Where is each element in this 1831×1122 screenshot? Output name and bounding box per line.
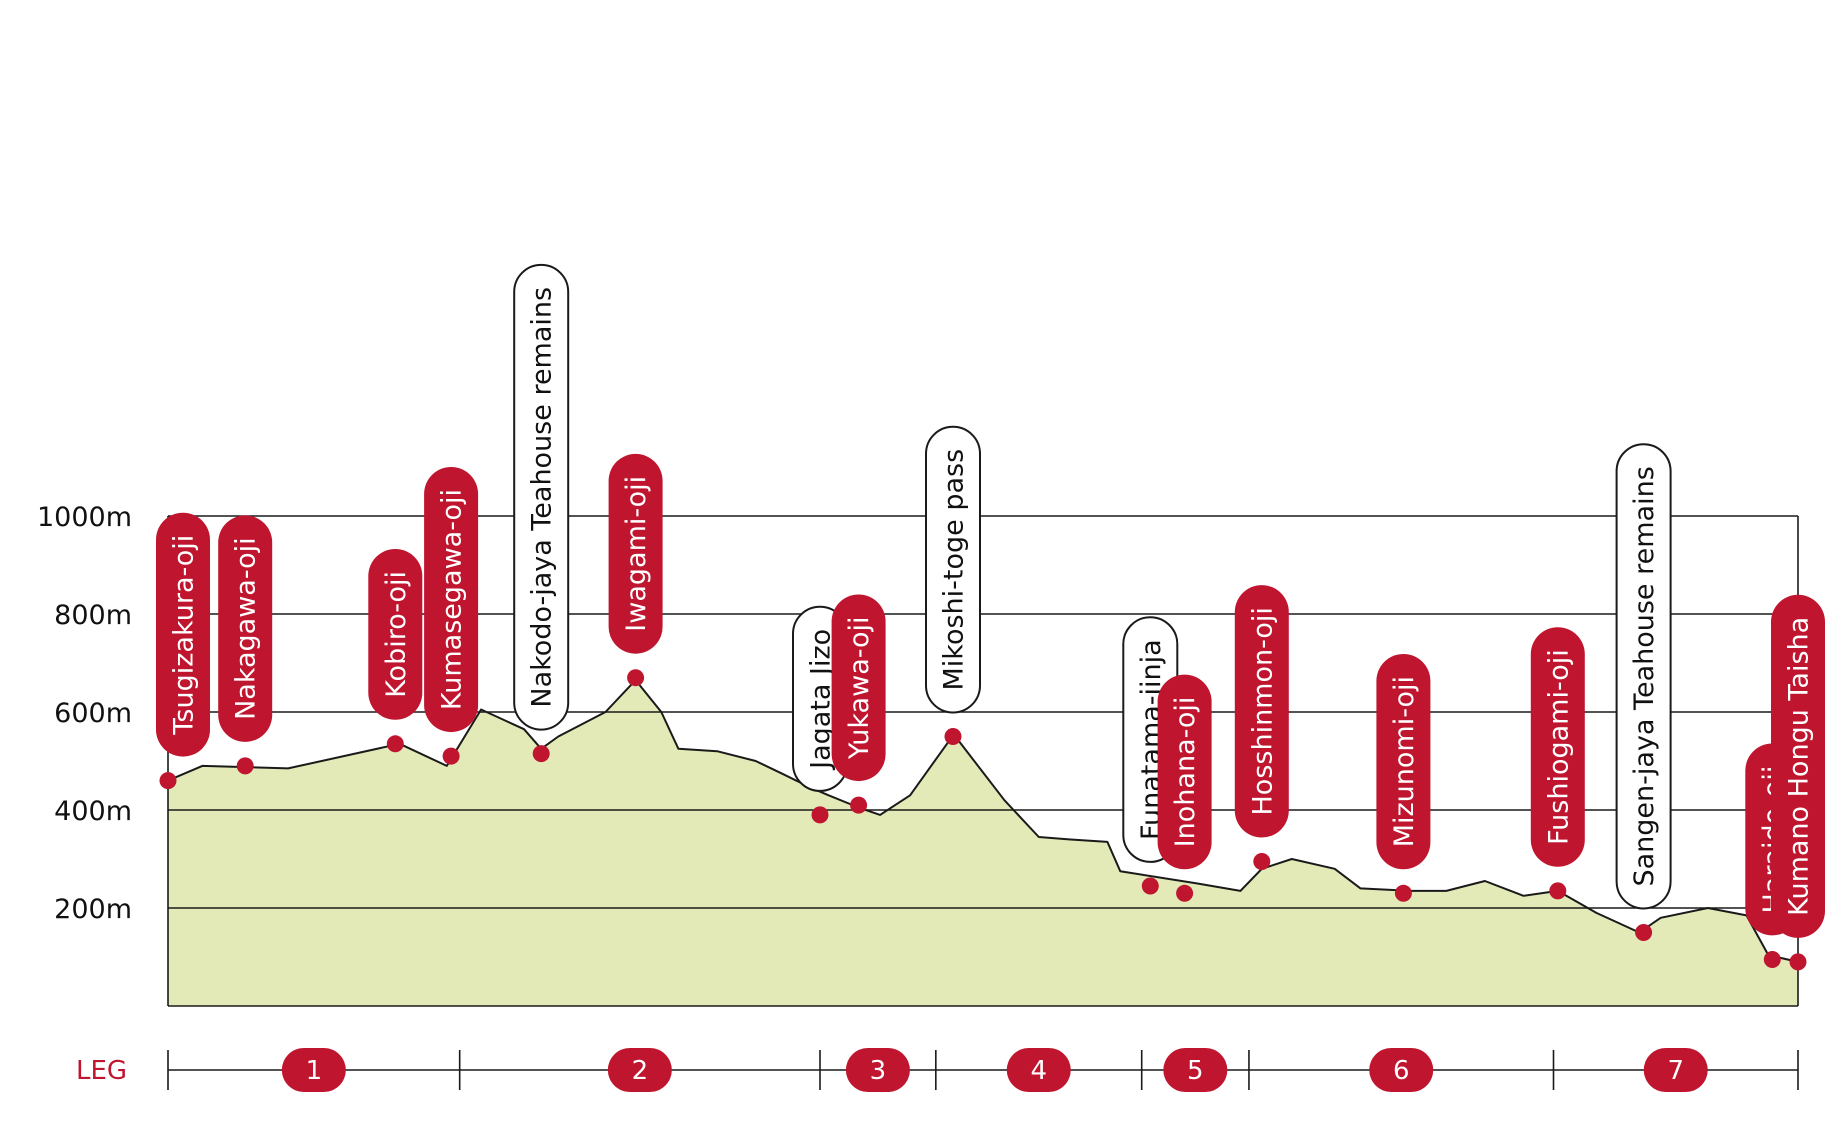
leg-6: 6 (1369, 1048, 1434, 1092)
waypoint-marker-haraido-oji (1763, 951, 1781, 968)
leg-badge (281, 1048, 346, 1092)
elevation-area-fill (168, 680, 1798, 1006)
waypoint-label-text: Hosshinmon-oji (1247, 607, 1278, 815)
waypoint-pill (608, 453, 663, 654)
waypoint-label-mizunomi-oji: Mizunomi-oji (1376, 654, 1431, 870)
waypoint-marker-tsugizakura-oji (159, 772, 177, 790)
leg-number: 5 (1187, 1056, 1204, 1086)
leg-badge (1163, 1048, 1228, 1092)
waypoint-label-text: Jagata Jizo (806, 629, 837, 771)
leg-number: 2 (632, 1056, 649, 1086)
waypoint-label-iwagami-oji: Iwagami-oji (608, 453, 663, 654)
waypoint-pill (1530, 627, 1585, 867)
leg-badge (845, 1048, 910, 1092)
leg-number: 4 (1030, 1056, 1047, 1086)
waypoint-label-text: Mizunomi-oji (1389, 676, 1420, 847)
waypoint-marker-yukawa-oji (850, 796, 868, 814)
leg-number: 6 (1393, 1056, 1410, 1086)
waypoint-pill (831, 594, 886, 782)
waypoint-label-text: Sangen-jaya Teahouse remains (1629, 466, 1660, 886)
waypoint-labels: Tsugizakura-oji Nakagawa-oji Kobiro-oji Kum… (156, 263, 1825, 938)
waypoint-label-inohana-oji: Inohana-oji (1157, 674, 1212, 870)
waypoint-pill (1771, 594, 1825, 938)
waypoint-marker-kumasegawa-oji (442, 747, 460, 765)
leg-badge (1643, 1048, 1708, 1092)
y-tick-label-1000: 1000m (37, 502, 132, 533)
waypoint-label-nakodo-jaya-teahouse-remains: Nakodo-jaya Teahouse remains (513, 263, 570, 731)
waypoint-pill (1234, 585, 1289, 838)
waypoint-label-tsugizakura-oji: Tsugizakura-oji (156, 512, 210, 757)
waypoint-pill (368, 549, 423, 720)
waypoint-marker-funatama-jinja (1141, 877, 1159, 895)
waypoint-label-fushiogami-oji: Fushiogami-oji (1530, 627, 1585, 867)
waypoint-label-text: Iwagami-oji (621, 476, 652, 632)
waypoint-marker-kumano-hongu-taisha (1789, 953, 1807, 971)
waypoint-label-kobiro-oji: Kobiro-oji (368, 549, 423, 720)
waypoint-pill (218, 515, 273, 742)
waypoint-marker-iwagami-oji (627, 669, 645, 687)
elevation-area (167, 679, 1799, 1006)
leg-7: 7 (1643, 1048, 1708, 1092)
waypoint-marker-jagata-jizo (811, 806, 829, 824)
waypoint-label-text: Tsugizakura-oji (169, 535, 200, 736)
leg-number: 7 (1667, 1056, 1684, 1086)
waypoint-label-text: Fushiogami-oji (1543, 649, 1574, 845)
waypoint-marker-inohana-oji (1176, 884, 1194, 902)
waypoint-pill (925, 425, 981, 714)
waypoint-marker-nakodo-jaya-teahouse-remains (532, 745, 550, 763)
leg-badge (607, 1048, 672, 1092)
leg-badge (1006, 1048, 1071, 1092)
waypoint-label-text: Mikoshi-toge pass (939, 449, 970, 691)
waypoint-marker-mizunomi-oji (1394, 884, 1412, 902)
waypoint-label-nakagawa-oji: Nakagawa-oji (218, 515, 273, 742)
waypoint-pill (1376, 654, 1431, 870)
leg-3: 3 (845, 1048, 910, 1092)
waypoint-pill (156, 512, 210, 757)
waypoint-label-yukawa-oji: Yukawa-oji (831, 594, 886, 782)
waypoint-label-sangen-jaya-teahouse-remains: Sangen-jaya Teahouse remains (1615, 443, 1672, 910)
waypoint-markers (159, 669, 1807, 971)
waypoint-marker-nakagawa-oji (236, 757, 254, 775)
waypoint-pill (1615, 443, 1672, 910)
y-tick-label-400: 400m (54, 796, 132, 827)
waypoint-label-mikoshi-toge-pass: Mikoshi-toge pass (925, 425, 981, 714)
leg-axis: LEG 1 2 3 4 5 6 7 (76, 1048, 1799, 1092)
waypoint-label-hosshinmon-oji: Hosshinmon-oji (1234, 585, 1289, 838)
leg-number: 3 (870, 1056, 887, 1086)
waypoint-marker-sangen-jaya-teahouse-remains (1635, 924, 1653, 941)
leg-4: 4 (1006, 1048, 1071, 1092)
waypoint-marker-mikoshi-toge-pass (944, 728, 962, 745)
leg-badge (1369, 1048, 1434, 1092)
leg-number: 1 (306, 1056, 323, 1086)
waypoint-label-kumasegawa-oji: Kumasegawa-oji (424, 467, 479, 733)
waypoint-marker-fushiogami-oji (1549, 882, 1567, 900)
waypoint-pill (513, 263, 570, 731)
y-tick-label-600: 600m (54, 698, 132, 729)
leg-5: 5 (1163, 1048, 1228, 1092)
waypoint-label-text: Nakagawa-oji (231, 537, 262, 720)
waypoint-label-text: Kobiro-oji (381, 571, 412, 698)
waypoint-label-kumano-hongu-taisha: Kumano Hongu Taisha (1771, 594, 1825, 938)
waypoint-marker-kobiro-oji (386, 735, 404, 753)
waypoint-label-text: Yukawa-oji (844, 616, 875, 760)
waypoint-label-text: Kumano Hongu Taisha (1784, 617, 1815, 916)
waypoint-pill (1157, 674, 1212, 870)
waypoint-label-text: Inohana-oji (1170, 697, 1201, 848)
leg-2: 2 (607, 1048, 672, 1092)
elevation-line (167, 679, 1799, 963)
y-tick-label-200: 200m (54, 894, 132, 925)
waypoint-pill (424, 467, 479, 733)
waypoint-marker-hosshinmon-oji (1253, 853, 1271, 870)
leg-axis-title: LEG (76, 1056, 127, 1086)
leg-1: 1 (281, 1048, 346, 1092)
y-tick-label-800: 800m (54, 600, 132, 631)
waypoint-label-text: Nakodo-jaya Teahouse remains (527, 287, 558, 708)
y-axis-ticks: 200m 400m 600m 800m 1000m (37, 502, 132, 925)
waypoint-label-text: Kumasegawa-oji (437, 489, 468, 710)
